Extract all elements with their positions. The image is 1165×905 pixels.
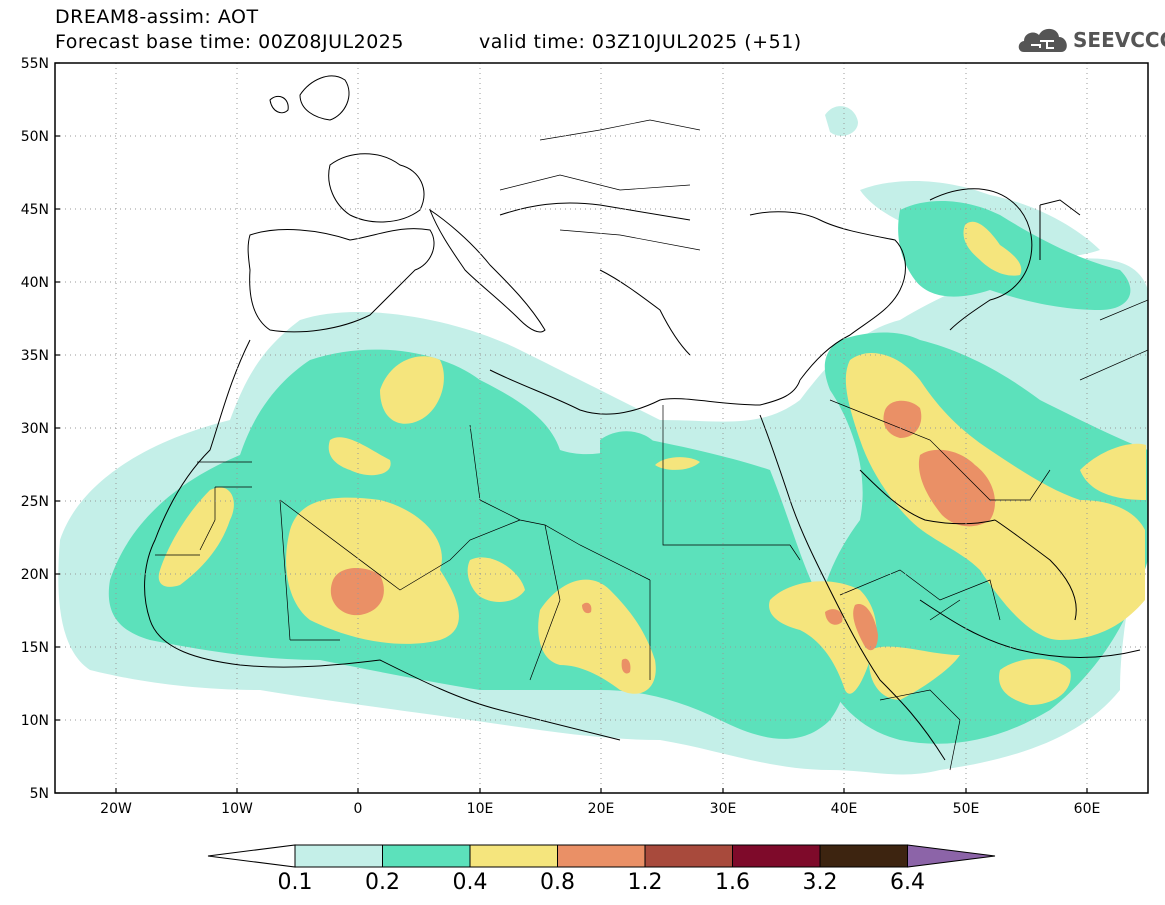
colorbar-level-label: 1.2 bbox=[627, 870, 663, 895]
colorbar-level-label: 6.4 bbox=[890, 870, 925, 895]
lat-label: 20N bbox=[21, 567, 49, 583]
colorbar-segment bbox=[644, 844, 733, 868]
lon-label: 20W bbox=[100, 801, 132, 817]
colorbar bbox=[207, 844, 996, 868]
aot-0.8-1.2-areas bbox=[330, 400, 995, 674]
axis-ticks bbox=[55, 62, 1088, 794]
lat-label: 30N bbox=[21, 421, 49, 437]
valid-time: valid time: 03Z10JUL2025 (+51) bbox=[479, 31, 802, 53]
lat-label: 45N bbox=[21, 202, 49, 218]
colorbar-low-triangle bbox=[207, 844, 296, 868]
colorbar-segment bbox=[382, 844, 471, 868]
lat-label: 15N bbox=[21, 640, 49, 656]
base-time: Forecast base time: 00Z08JUL2025 bbox=[55, 31, 404, 53]
lat-label: 25N bbox=[21, 494, 49, 510]
lon-label: 30E bbox=[710, 801, 737, 817]
colorbar-segment bbox=[557, 844, 646, 868]
colorbar-high-triangle bbox=[907, 844, 996, 868]
colorbar-level-label: 0.2 bbox=[365, 870, 400, 895]
lat-label: 40N bbox=[21, 275, 49, 291]
seevccc-logo: SEEVCCC bbox=[1016, 24, 1165, 56]
lat-label: 55N bbox=[21, 56, 49, 72]
lon-label: 60E bbox=[1074, 801, 1101, 817]
map-title: DREAM8-assim: AOT bbox=[55, 6, 259, 28]
lon-label: 50E bbox=[953, 801, 980, 817]
latitude-labels: 55N 50N 45N 40N 35N 30N 25N 20N 15N 10N … bbox=[21, 56, 49, 802]
colorbar-level-label: 3.2 bbox=[802, 870, 838, 895]
forecast-times: Forecast base time: 00Z08JUL2025 valid ti… bbox=[55, 31, 801, 53]
cloud-icon bbox=[1018, 28, 1067, 52]
gridlines bbox=[55, 63, 1148, 793]
colorbar-level-label: 0.8 bbox=[540, 870, 575, 895]
colorbar-segment bbox=[469, 844, 558, 868]
lon-label: 10E bbox=[467, 801, 494, 817]
lat-label: 5N bbox=[30, 786, 49, 802]
logo-text: SEEVCCC bbox=[1073, 28, 1165, 52]
lon-label: 10W bbox=[221, 801, 253, 817]
lat-label: 50N bbox=[21, 129, 49, 145]
colorbar-level-label: 0.1 bbox=[277, 870, 313, 895]
colorbar-level-label: 1.6 bbox=[715, 870, 750, 895]
borders bbox=[155, 119, 1148, 771]
colorbar-segment bbox=[294, 844, 383, 868]
longitude-labels: 20W 10W 0 10E 20E 30E 40E 50E 60E bbox=[100, 801, 1100, 817]
colorbar-segment bbox=[819, 844, 908, 868]
lon-label: 20E bbox=[588, 801, 615, 817]
colorbar-level-label: 0.4 bbox=[452, 870, 488, 895]
lon-label: 40E bbox=[831, 801, 858, 817]
coastlines bbox=[144, 75, 1141, 761]
colorbar-segment bbox=[732, 844, 821, 868]
lon-label: 0 bbox=[354, 801, 363, 817]
lat-label: 35N bbox=[21, 348, 49, 364]
lat-label: 10N bbox=[21, 713, 49, 729]
aot-field bbox=[58, 106, 1148, 775]
